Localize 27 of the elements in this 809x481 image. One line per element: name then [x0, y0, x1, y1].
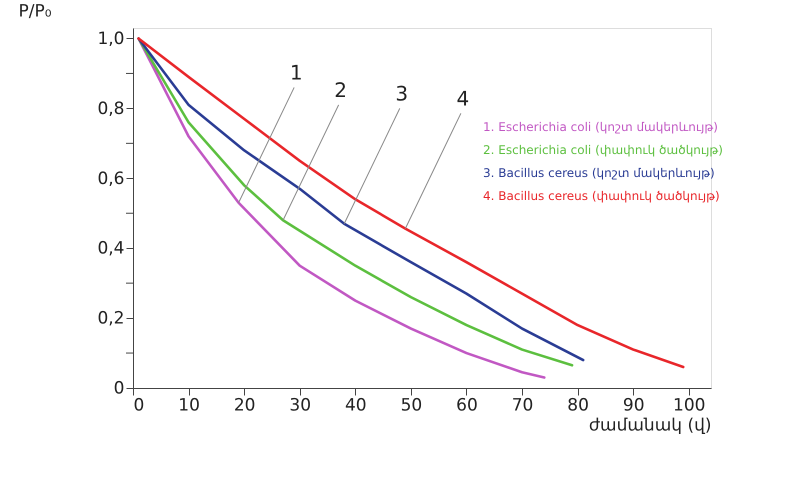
x-tick-label: 30 [289, 396, 312, 416]
x-tick-label: 70 [512, 396, 534, 416]
x-axis-title: ժամանակ (վ) [588, 416, 712, 436]
annotation: 4 [456, 86, 470, 110]
y-tick-label: 0,4 [97, 238, 124, 259]
text: 1. Escherichia coli (կոշտ մակերևույթ) [483, 120, 718, 134]
x-tick-label: 40 [344, 396, 367, 416]
x-tick-label: 80 [567, 396, 589, 416]
text: 4. Bacillus cereus (փափուկ ծածկույթ) [483, 189, 720, 203]
annotation: 3 [395, 81, 408, 106]
x-tick-label: 60 [456, 396, 478, 416]
annotation: 1 [290, 60, 303, 84]
x-tick-label: 0 [134, 396, 144, 416]
y-tick-label: 0,2 [97, 308, 124, 329]
y-tick-label: 0,8 [97, 98, 124, 119]
y-tick-label: 0 [114, 378, 124, 398]
x-tick-label: 90 [622, 396, 645, 416]
y-axis-title: P/P₀ [18, 2, 52, 22]
annotation: 2 [334, 78, 347, 102]
text: 3. Bacillus cereus (կոշտ մակերևույթ) [483, 166, 715, 180]
y-tick-label: 1,0 [97, 28, 124, 49]
x-tick-label: 10 [178, 396, 200, 416]
x-tick-label: 20 [234, 396, 256, 416]
y-tick-label: 0,6 [97, 168, 124, 189]
x-tick-label: 100 [673, 396, 706, 416]
text: 2. Escherichia coli (փափուկ ծածկույթ) [483, 143, 723, 157]
x-tick-label: 50 [400, 396, 422, 416]
